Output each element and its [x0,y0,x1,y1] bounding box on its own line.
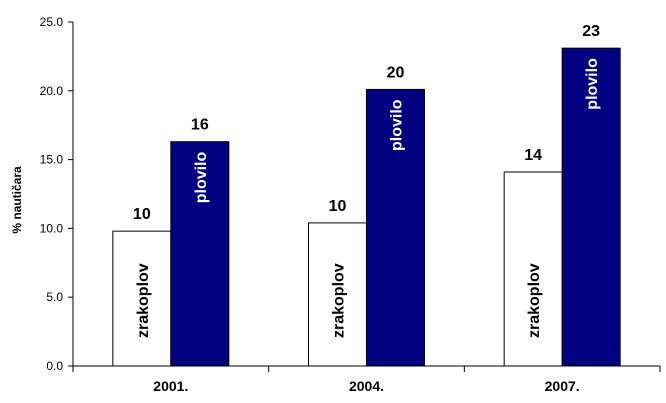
inbar-series-label: zrakoplov [526,263,543,338]
y-tick-label: 5.0 [46,290,63,304]
inbar-series-label: zrakoplov [331,263,348,338]
x-tick-label: 2004. [349,378,384,394]
bar-plovilo [561,47,621,367]
bar-plovilo [170,141,230,367]
x-tick-label: 2001. [153,378,188,394]
data-label: 10 [329,198,347,215]
inbar-series-label: plovilo [584,58,601,110]
bar-zrakoplov [308,222,367,367]
inbar-series-label: plovilo [389,99,406,151]
data-label: 14 [524,147,542,164]
y-tick-label: 10.0 [40,221,64,235]
data-label: 20 [387,64,405,81]
x-tick-label: 2007. [545,378,580,394]
y-tick-label: 15.0 [40,153,64,167]
bar-zrakoplov [503,171,563,367]
data-label: 16 [191,117,209,134]
data-label: 23 [582,23,600,40]
y-tick-label: 20.0 [40,84,64,98]
bar-zrakoplov [112,230,172,367]
inbar-series-label: plovilo [193,151,210,203]
inbar-series-label: zrakoplov [135,263,152,338]
data-label: 10 [133,206,151,223]
y-axis-label: % nautičara [10,166,24,234]
y-tick-label: 0.0 [46,359,63,373]
y-tick-label: 25.0 [40,15,64,29]
plot-area: 0.0 5.0 10.0 15.0 20.0 25.0 2001. 10 zrakoplov 16… [40,15,661,394]
bar-plovilo [366,88,425,367]
